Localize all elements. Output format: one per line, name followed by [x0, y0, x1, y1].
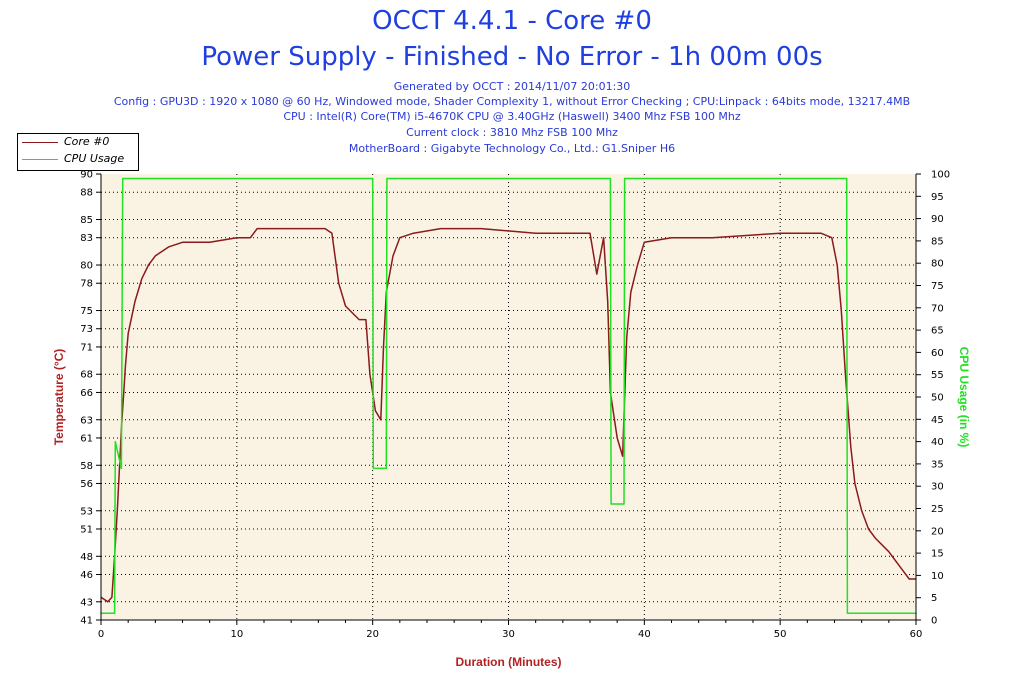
- x-tick-label: 50: [774, 629, 787, 640]
- y-tick-label-left: 46: [80, 570, 93, 581]
- y-tick-label-right: 10: [931, 571, 944, 582]
- y-tick-label-right: 30: [931, 482, 944, 493]
- series-cpu-usage-line: [101, 177, 916, 615]
- y-tick-label-left: 73: [80, 324, 93, 335]
- y-tick-label-left: 71: [80, 342, 93, 353]
- x-tick-label: 40: [638, 629, 651, 640]
- y-tick-label-right: 95: [931, 192, 944, 203]
- y-tick-label-right: 15: [931, 549, 944, 560]
- series-core0-line: [100, 227, 916, 603]
- y-tick-label-left: 90: [80, 170, 93, 181]
- y-axis-label-left: Temperature (°C): [52, 349, 66, 446]
- y-tick-label-left: 80: [80, 261, 93, 272]
- y-axis-label-right: CPU Usage (in %): [957, 347, 971, 448]
- info-clock: Current clock : 3810 Mhz FSB 100 Mhz: [406, 126, 618, 139]
- y-tick-label-right: 0: [931, 616, 937, 627]
- info-config: Config : GPU3D : 1920 x 1080 @ 60 Hz, Wi…: [113, 95, 911, 108]
- y-tick-label-right: 40: [931, 437, 944, 448]
- legend-swatch-core0: [22, 142, 58, 143]
- y-tick-label-right: 85: [931, 236, 944, 247]
- info-motherboard: MotherBoard : Gigabyte Technology Co., L…: [348, 142, 676, 155]
- y-tick-label-left: 43: [80, 597, 93, 608]
- y-tick-label-left: 75: [80, 306, 93, 317]
- y-tick-label-right: 35: [931, 459, 944, 470]
- legend-item-core0: Core #0: [18, 134, 138, 150]
- x-axis-label: Duration (Minutes): [456, 655, 562, 669]
- y-tick-label-left: 41: [80, 616, 93, 627]
- x-tick-label: 10: [230, 629, 243, 640]
- y-tick-label-right: 5: [931, 593, 937, 604]
- info-generated: Generated by OCCT : 2014/11/07 20:01:30: [393, 80, 631, 93]
- y-tick-label-right: 55: [931, 370, 944, 381]
- y-tick-label-right: 50: [931, 393, 944, 404]
- y-tick-label-left: 68: [80, 370, 93, 381]
- plot-background: [101, 174, 916, 620]
- axes: 0 10 20 30 40 50 60414346485153565861636668717…: [80, 170, 950, 641]
- y-tick-label-left: 53: [80, 506, 93, 517]
- x-tick-label: 0: [98, 629, 104, 640]
- y-tick-label-right: 80: [931, 259, 944, 270]
- y-tick-label-right: 45: [931, 415, 944, 426]
- y-tick-label-right: 20: [931, 526, 944, 537]
- y-tick-label-left: 83: [80, 233, 93, 244]
- y-tick-label-left: 61: [80, 433, 93, 444]
- legend-label-core0: Core #0: [64, 135, 110, 148]
- y-tick-label-left: 48: [80, 552, 93, 563]
- y-tick-label-left: 63: [80, 415, 93, 426]
- legend-item-cpu-usage: CPU Usage: [18, 151, 138, 167]
- y-tick-label-left: 66: [80, 388, 93, 399]
- y-tick-label-right: 60: [931, 348, 944, 359]
- legend: Core #0 CPU Usage: [17, 133, 139, 171]
- y-tick-label-left: 51: [80, 524, 93, 535]
- y-tick-label-left: 56: [80, 479, 93, 490]
- x-tick-label: 60: [910, 629, 923, 640]
- y-tick-label-left: 88: [80, 188, 93, 199]
- y-tick-label-right: 75: [931, 281, 944, 292]
- y-tick-label-right: 100: [931, 170, 950, 181]
- y-tick-label-right: 90: [931, 214, 944, 225]
- y-tick-label-right: 25: [931, 504, 944, 515]
- chart-title: OCCT 4.4.1 - Core #0: [372, 6, 652, 36]
- y-tick-label-left: 58: [80, 461, 93, 472]
- y-tick-label-right: 65: [931, 326, 944, 337]
- y-tick-label-left: 78: [80, 279, 93, 290]
- x-tick-label: 30: [502, 629, 515, 640]
- series-layer: [100, 177, 916, 615]
- chart-subtitle: Power Supply - Finished - No Error - 1h …: [201, 42, 823, 72]
- legend-label-cpu-usage: CPU Usage: [64, 152, 125, 165]
- x-tick-label: 20: [366, 629, 379, 640]
- info-cpu: CPU : Intel(R) Core(TM) i5-4670K CPU @ 3…: [283, 110, 741, 123]
- y-tick-label-left: 85: [80, 215, 93, 226]
- legend-swatch-cpu-usage: [22, 159, 58, 160]
- y-tick-label-right: 70: [931, 303, 944, 314]
